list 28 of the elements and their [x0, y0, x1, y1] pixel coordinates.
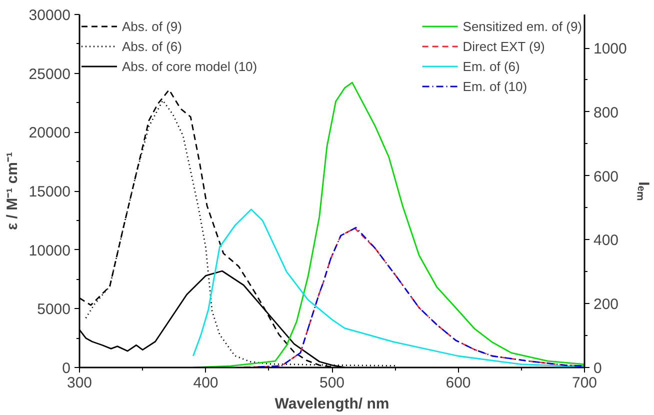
legend-label: Em. of (10)	[462, 78, 528, 94]
y-tick-label: 0	[62, 360, 70, 377]
y-tick-label: 25000	[28, 66, 71, 83]
y2-tick-label: 0	[594, 360, 602, 377]
x-tick-label: 300	[66, 374, 92, 392]
y2-tick-label: 800	[594, 104, 619, 122]
legend-label: Direct EXT (9)	[462, 38, 545, 54]
legend-label: Em. of (6)	[462, 58, 520, 74]
y-tick-label: 15000	[28, 184, 71, 200]
y-tick-label: 20000	[28, 124, 71, 142]
y2-tick-label: 400	[594, 232, 619, 250]
y2-tick-label: 600	[594, 168, 619, 186]
x-tick-label: 700	[572, 374, 598, 392]
y2-tick-label: 200	[594, 296, 619, 314]
x-tick-label: 500	[319, 374, 345, 392]
y2-tick-label: 1000	[594, 40, 627, 58]
y-tick-label: 30000	[28, 7, 71, 24]
legend-label: Abs. of core model (10)	[122, 58, 258, 74]
y-axis-title: ε / M⁻¹ cm⁻¹	[4, 152, 21, 230]
y2-axis-title: Iₑₘ	[634, 182, 652, 200]
legend-label: Abs. of (6)	[122, 38, 182, 54]
y-tick-label: 10000	[28, 242, 71, 260]
x-axis-title: Wavelength/ nm	[274, 396, 390, 412]
x-tick-label: 600	[446, 374, 471, 392]
x-tick-label: 400	[193, 374, 218, 392]
legend-label: Abs. of (9)	[122, 18, 182, 34]
y-tick-label: 5000	[37, 301, 71, 318]
legend-label: Sensitized em. of (9)	[462, 18, 582, 34]
